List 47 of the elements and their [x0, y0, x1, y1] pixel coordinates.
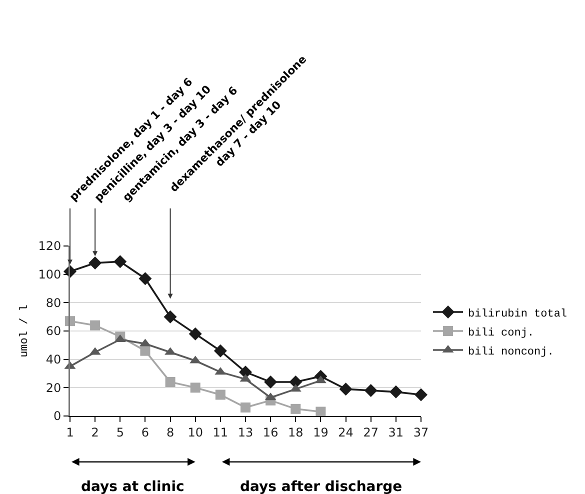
x-tick-label: 37 — [413, 425, 429, 440]
point — [140, 346, 150, 356]
point — [316, 406, 326, 417]
x-tick-label: 18 — [288, 425, 304, 440]
x-tick-label: 16 — [262, 425, 278, 440]
x-tick-label: 10 — [188, 425, 203, 440]
point — [264, 376, 278, 388]
x-tick-label: 6 — [141, 425, 150, 440]
y-tick-label: 0 — [53, 409, 62, 424]
x-tick-label: 11 — [212, 425, 228, 440]
point — [290, 404, 301, 414]
y-axis-title: umol / l — [19, 304, 32, 358]
y-tick-label: 100 — [38, 268, 62, 282]
point — [188, 327, 202, 340]
point — [215, 390, 226, 400]
legend-label: bilirubin total — [468, 308, 568, 320]
point — [90, 320, 100, 330]
y-tick-label: 40 — [46, 352, 62, 367]
point — [190, 382, 200, 393]
x-tick-label: 5 — [116, 425, 124, 440]
point — [414, 388, 428, 402]
y-tick-label: 120 — [38, 239, 62, 254]
point — [88, 256, 102, 270]
y-tick-label: 60 — [46, 324, 62, 338]
x-tick-label: 8 — [166, 425, 174, 440]
x-tick-label: 13 — [238, 425, 254, 440]
point — [165, 377, 176, 387]
point — [164, 310, 177, 324]
point — [389, 385, 402, 398]
y-tick-label: 80 — [46, 296, 62, 310]
legend-label: bili nonconj. — [468, 346, 554, 358]
text: days at clinic — [81, 479, 184, 494]
x-tick-label: 24 — [338, 425, 354, 440]
point — [240, 402, 250, 412]
x-tick-label: 1 — [66, 425, 74, 440]
x-tick-label: 31 — [388, 425, 404, 440]
y-tick-label: 20 — [46, 380, 62, 395]
x-tick-label: 2 — [91, 425, 99, 440]
point — [364, 384, 378, 397]
point — [138, 272, 152, 286]
text: days after discharge — [240, 479, 402, 494]
point — [114, 255, 127, 268]
x-tick-label: 19 — [313, 425, 328, 440]
legend-label: bili conj. — [468, 327, 534, 340]
point — [214, 344, 227, 358]
x-tick-label: 27 — [363, 425, 378, 440]
point — [339, 382, 352, 396]
